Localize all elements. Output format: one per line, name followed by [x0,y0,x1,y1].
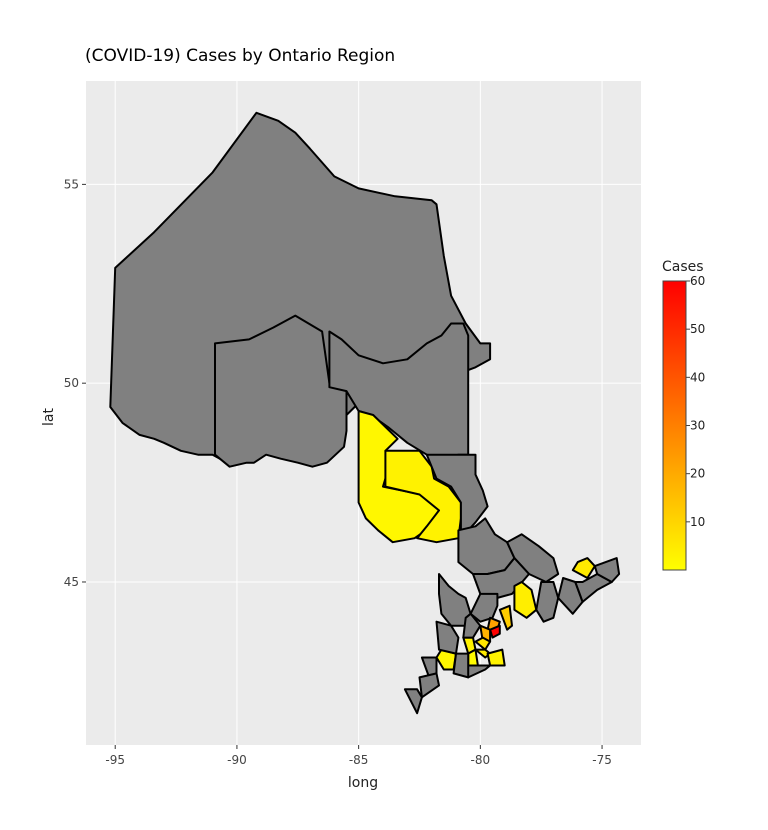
colorbar-ticks: 10 20 30 40 50 60 [686,274,705,529]
colorbar-tick-label: 60 [690,274,705,288]
region-durham[interactable] [498,604,513,631]
y-tick-label: 50 [64,376,79,390]
y-tick-label: 45 [64,575,79,589]
region-polygons [109,111,621,715]
region-toronto[interactable] [489,624,501,639]
colorbar-title: Cases [662,259,704,275]
region-simcoe[interactable] [469,592,499,623]
chart-title: (COVID-19) Cases by Ontario Region [85,46,395,66]
region-chatham-kent[interactable] [418,672,440,699]
x-tick-label: -75 [592,753,612,767]
x-tick-label: -80 [471,753,491,767]
region-windsor-essex[interactable] [403,688,423,715]
region-ottawa[interactable] [571,557,596,579]
region-renfrew[interactable] [506,533,560,583]
region-brant[interactable] [467,648,479,667]
y-axis-title: lat [41,408,57,426]
y-axis-ticks: 45 50 55 [64,177,86,589]
colorbar-tick-label: 20 [690,467,705,481]
colorbar-gradient [662,280,687,571]
region-oxford-elgin[interactable] [452,652,470,679]
x-axis-title: long [348,775,378,791]
x-tick-label: -85 [349,753,369,767]
region-hastings[interactable] [535,581,560,623]
region-huron-perth[interactable] [435,620,460,655]
colorbar-tick-label: 40 [690,370,705,384]
region-thunder-bay[interactable] [214,314,348,468]
colorbar-tick-label: 50 [690,322,705,336]
x-axis-ticks: -95 -90 -85 -80 -75 [105,745,612,767]
region-wellington-dufferin[interactable] [462,612,482,639]
y-tick-label: 55 [64,177,79,191]
colorbar-tick-label: 30 [690,419,705,433]
colorbar-tick-label: 10 [690,515,705,529]
colorbar-legend: Cases 10 20 30 40 50 60 [662,259,705,571]
region-niagara[interactable] [486,648,506,667]
x-tick-label: -90 [227,753,247,767]
region-halton[interactable] [474,636,492,651]
region-eastern-ontario[interactable] [593,557,621,583]
x-tick-label: -95 [105,753,125,767]
